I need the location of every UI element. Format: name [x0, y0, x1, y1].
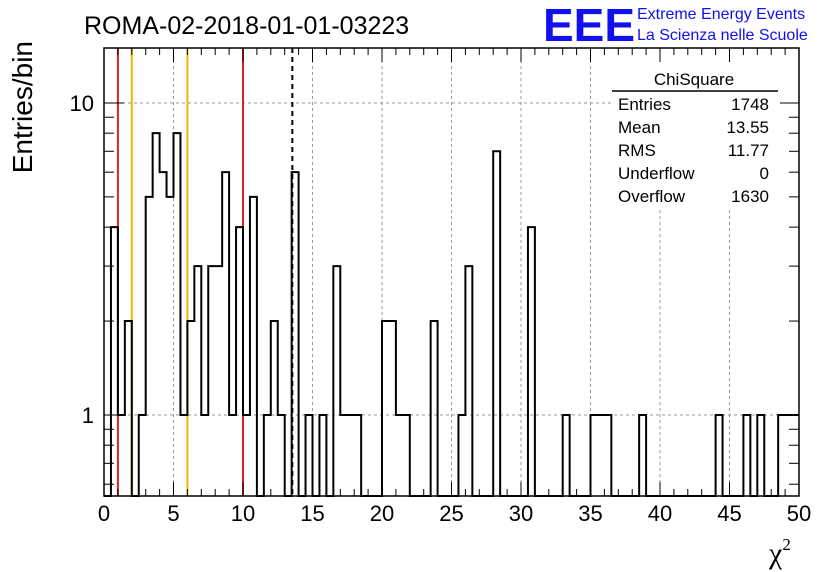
histogram-bar: [208, 266, 215, 496]
x-tick-label: 0: [98, 501, 110, 526]
histogram-bar: [528, 227, 535, 496]
stats-label: Overflow: [618, 187, 686, 206]
histogram-bar: [201, 415, 208, 496]
histogram-bar: [174, 133, 181, 496]
stats-rows: Entries 1748 Mean 13.55 RMS 11.77 Underflow 0 Ov…: [618, 95, 769, 206]
y-tick-label: 1: [82, 403, 94, 428]
x-tick-labels: 0 5 10 15 20 25 30 35 40 45 50: [98, 501, 811, 526]
histogram-bar: [354, 415, 361, 496]
stats-box: ChiSquare Entries 1748 Mean 13.55 RMS 11.77 Un…: [612, 62, 780, 210]
histogram-bar: [563, 415, 570, 496]
histogram-bar: [319, 415, 326, 496]
histogram-bar: [458, 415, 465, 496]
histogram-bar: [222, 172, 229, 496]
x-tick-label: 10: [231, 501, 255, 526]
histogram-bar: [597, 415, 604, 496]
histogram-bar: [139, 415, 146, 496]
y-tick-labels: 1 10: [70, 91, 94, 428]
stats-value: 1748: [731, 95, 769, 114]
x-tick-label: 40: [648, 501, 672, 526]
histogram-bar: [111, 227, 118, 496]
stats-label: Entries: [618, 95, 671, 114]
histogram-bar: [403, 415, 410, 496]
stats-title: ChiSquare: [654, 70, 734, 89]
histogram-bar: [271, 321, 278, 496]
stats-label: RMS: [618, 141, 656, 160]
eee-logo-line2: La Scienza nelle Scuole: [637, 27, 808, 44]
histogram-bar: [340, 415, 347, 496]
x-tick-label: 25: [439, 501, 463, 526]
stats-value: 11.77: [728, 141, 769, 160]
stats-label: Underflow: [618, 164, 695, 183]
y-axis-label: Entries/bin: [7, 41, 38, 173]
histogram-bar: [180, 415, 187, 496]
y-tick-label: 10: [70, 91, 94, 116]
histogram-bar: [153, 133, 160, 496]
histogram-bar: [778, 415, 785, 496]
x-tick-label: 20: [370, 501, 394, 526]
x-tick-label: 50: [787, 501, 811, 526]
histogram-bar: [215, 266, 222, 496]
histogram-bar: [125, 321, 132, 496]
histogram-bar: [431, 321, 438, 496]
x-tick-label: 30: [509, 501, 533, 526]
x-tick-label: 15: [300, 501, 324, 526]
histogram-bar: [292, 172, 299, 496]
axes: [103, 47, 800, 497]
stats-label: Mean: [618, 118, 661, 137]
x-tick-label: 45: [717, 501, 741, 526]
histogram-bar: [716, 415, 723, 496]
histogram-bar: [264, 415, 271, 496]
chart-title: ROMA-02-2018-01-01-03223: [84, 12, 409, 40]
histogram-bar: [146, 197, 153, 496]
stats-value: 1630: [731, 187, 769, 206]
histogram-bar: [243, 415, 250, 496]
stats-value: 13.55: [726, 118, 769, 137]
stats-value: 0: [760, 164, 769, 183]
histogram-bar: [757, 415, 764, 496]
histogram-bar: [347, 415, 354, 496]
eee-logo-line1: Extreme Energy Events: [637, 6, 805, 23]
histogram-bar: [604, 415, 611, 496]
histogram-bar: [160, 172, 167, 496]
histogram-bar: [229, 415, 236, 496]
eee-logo: EEE Extreme Energy Events La Scienza nel…: [543, 0, 808, 51]
histogram-bar: [639, 415, 646, 496]
histogram-bar: [194, 266, 201, 496]
histogram-bar: [187, 321, 194, 496]
histogram-bar: [396, 415, 403, 496]
x-axis-label-superscript: 2: [782, 535, 791, 554]
histogram-bar: [743, 415, 750, 496]
eee-logo-mark: EEE: [543, 0, 635, 51]
histogram-bar: [591, 415, 598, 496]
histogram-bar: [167, 197, 174, 496]
histogram-bar: [250, 197, 257, 496]
histogram-bar: [333, 266, 340, 496]
x-axis-label-main: χ: [768, 537, 783, 570]
x-axis-label: χ2: [768, 535, 791, 570]
histogram-bar: [493, 151, 500, 496]
histogram-bar: [236, 227, 243, 496]
histogram-bar: [118, 415, 125, 496]
histogram-bar: [465, 266, 472, 496]
histogram-bar: [389, 321, 396, 496]
histogram-bar: [382, 321, 389, 496]
x-tick-label: 35: [578, 501, 602, 526]
x-tick-label: 5: [167, 501, 179, 526]
histogram-bar: [306, 415, 313, 496]
histogram-bar: [278, 415, 285, 496]
